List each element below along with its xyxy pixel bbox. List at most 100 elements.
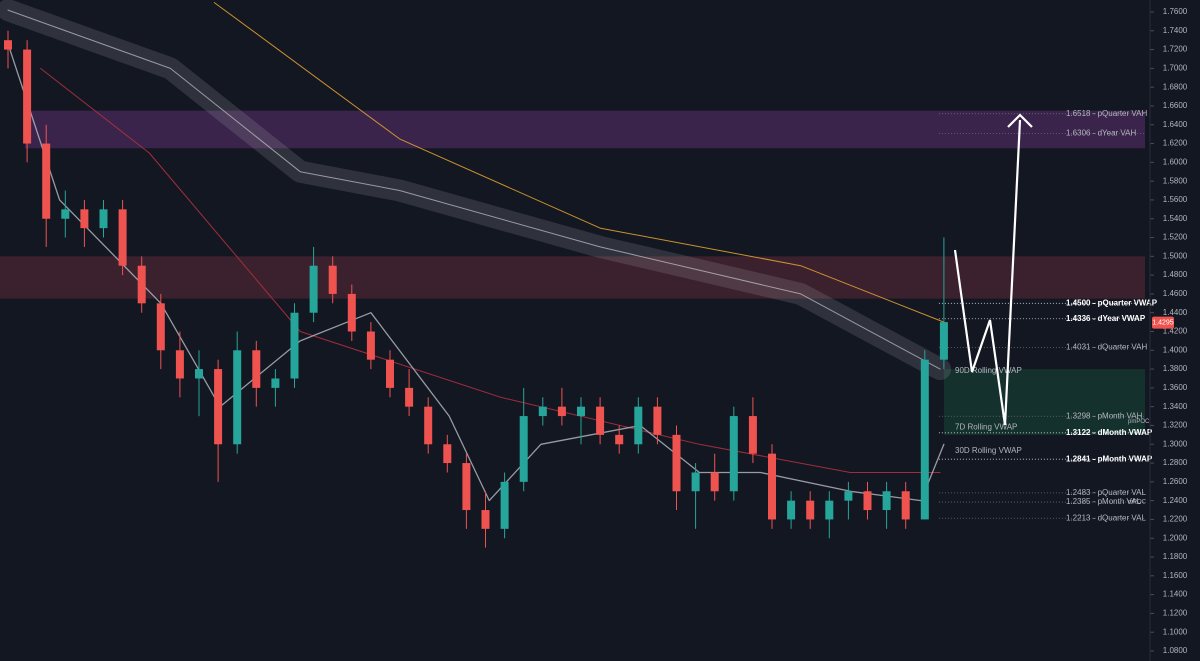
candle <box>405 369 414 417</box>
candle-body <box>787 500 796 520</box>
candle-body <box>462 463 471 511</box>
moving-average <box>40 67 941 473</box>
y-tick-label: 1.3400 <box>1163 402 1188 411</box>
candle-body <box>80 209 89 229</box>
candle <box>481 491 490 548</box>
candle <box>500 472 509 539</box>
level-label: 1.3298 - pMonth VAH <box>1066 411 1143 420</box>
candle-body <box>634 406 643 445</box>
candle-body <box>672 434 681 492</box>
y-tick-label: 1.7200 <box>1163 45 1188 54</box>
y-tick-label: 1.1400 <box>1163 590 1188 599</box>
y-tick-label: 1.5200 <box>1163 233 1188 242</box>
candle-body <box>691 472 700 492</box>
rolling-vwap-label: 7D Rolling VWAP <box>955 422 1017 431</box>
candle <box>386 350 394 398</box>
candle-body <box>710 472 719 492</box>
candle-body <box>214 369 223 445</box>
candle-body <box>844 491 853 501</box>
candle <box>557 387 566 426</box>
candle <box>328 256 337 304</box>
level-label: 1.4336 - dYear VWAP <box>1066 314 1146 323</box>
candle <box>844 481 853 520</box>
rolling-vwap-label: 90D Rolling VWAP <box>955 366 1022 375</box>
level-label: 1.6518 - pQuarter VAH <box>1066 109 1147 118</box>
candle-body <box>290 312 299 379</box>
y-tick-label: 1.1000 <box>1163 627 1188 636</box>
y-tick-label: 1.0800 <box>1163 646 1188 655</box>
candle-body <box>882 491 891 511</box>
y-tick-label: 1.6800 <box>1163 82 1188 91</box>
candle <box>920 350 929 520</box>
candle-body <box>500 481 509 529</box>
zone <box>943 369 1145 435</box>
candle-body <box>748 416 757 454</box>
candle-body <box>23 49 32 144</box>
candle <box>214 359 223 482</box>
candle-body <box>347 293 356 332</box>
candle <box>290 303 299 388</box>
level-label: 1.2841 - pMonth VWAP <box>1066 454 1153 463</box>
candle <box>672 425 681 511</box>
y-tick-label: 1.4000 <box>1163 345 1188 354</box>
candle-body <box>939 322 948 360</box>
candle <box>195 350 203 417</box>
y-tick-label: 1.4800 <box>1163 270 1188 279</box>
candle-body <box>386 359 394 388</box>
candle <box>939 237 948 370</box>
rolling-vwap-label: 30D Rolling VWAP <box>955 446 1022 455</box>
candle-body <box>729 416 738 492</box>
y-tick-label: 1.5000 <box>1163 251 1188 260</box>
y-tick-label: 1.4600 <box>1163 289 1188 298</box>
candle-body <box>42 143 51 219</box>
candle <box>577 397 585 445</box>
y-tick-label: 1.1600 <box>1163 571 1188 580</box>
candle <box>137 256 146 313</box>
moving-average <box>9 48 945 502</box>
y-tick-label: 1.7000 <box>1163 63 1188 72</box>
y-tick-label: 1.3800 <box>1163 364 1188 373</box>
y-tick-label: 1.2000 <box>1163 533 1188 542</box>
candle-body <box>920 359 929 520</box>
candle-body <box>519 416 528 482</box>
candle-body <box>653 406 662 435</box>
candle-body <box>233 350 242 445</box>
candle-body <box>175 350 184 379</box>
candle <box>729 406 738 501</box>
candle-body <box>863 491 872 511</box>
y-tick-label: 1.6200 <box>1163 139 1188 148</box>
candle-body <box>195 369 203 379</box>
candle-body <box>481 510 490 529</box>
y-tick-label: 1.7400 <box>1163 26 1188 35</box>
projection-path <box>953 119 1022 426</box>
candle-body <box>806 500 815 520</box>
candle <box>748 397 757 464</box>
candle <box>538 397 547 426</box>
y-tick-label: 1.3600 <box>1163 383 1188 392</box>
candle <box>4 30 12 69</box>
y-tick-label: 1.5600 <box>1163 195 1188 204</box>
candle <box>23 40 32 163</box>
candle <box>787 491 796 529</box>
y-tick-label: 1.1800 <box>1163 552 1188 561</box>
candle <box>882 481 891 529</box>
candle-body <box>309 265 318 313</box>
candle-body <box>405 387 414 407</box>
candle <box>768 444 776 529</box>
y-tick-label: 1.1200 <box>1163 609 1188 618</box>
y-tick-label: 1.2800 <box>1163 458 1188 467</box>
candle <box>443 434 452 473</box>
candle-body <box>538 406 547 417</box>
y-tick-label: 1.7600 <box>1163 7 1188 16</box>
y-tick-label: 1.4400 <box>1163 308 1188 317</box>
candle <box>424 397 433 454</box>
zone <box>25 110 1145 149</box>
candle <box>806 491 815 529</box>
candle <box>252 340 261 407</box>
poc-label: pmPOC <box>1128 419 1150 425</box>
y-tick-label: 1.3000 <box>1163 439 1188 448</box>
candle-body <box>443 444 452 464</box>
